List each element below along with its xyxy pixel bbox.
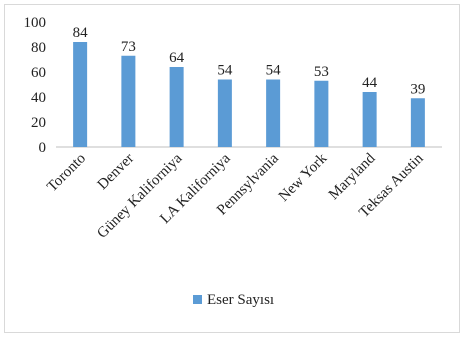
- y-tick-label: 60: [31, 65, 46, 81]
- data-label: 84: [73, 25, 89, 41]
- data-labels: 84 73 64 54 54 53 44 39: [73, 25, 426, 97]
- x-tick-label: Denver: [95, 151, 138, 194]
- x-tick-label: Toronto: [44, 151, 89, 196]
- y-tick-label: 20: [31, 115, 46, 131]
- y-tick-label: 80: [31, 40, 46, 56]
- bar: [73, 42, 88, 147]
- bar: [410, 98, 425, 147]
- data-label: 54: [266, 63, 282, 79]
- bar: [217, 79, 232, 147]
- data-label: 39: [410, 81, 425, 97]
- data-label: 44: [362, 75, 378, 91]
- data-label: 64: [169, 50, 185, 66]
- data-label: 53: [314, 64, 329, 80]
- x-tick-label: New York: [276, 150, 331, 205]
- bar: [314, 80, 329, 147]
- y-axis-ticks: 0 20 40 60 80 100: [24, 15, 47, 156]
- bar: [266, 79, 281, 147]
- y-tick-label: 40: [31, 90, 46, 106]
- legend: Eser Sayısı: [193, 292, 274, 308]
- legend-label: Eser Sayısı: [207, 292, 274, 308]
- y-tick-label: 0: [39, 140, 47, 156]
- legend-swatch: [193, 295, 202, 304]
- bar: [121, 55, 136, 147]
- bar-series: [73, 42, 425, 147]
- x-tick-label: Güney Kaliforniya: [94, 150, 185, 241]
- data-label: 54: [217, 63, 233, 79]
- bar: [169, 67, 184, 147]
- bar: [362, 92, 377, 147]
- data-label: 73: [121, 39, 136, 55]
- y-tick-label: 100: [24, 15, 47, 31]
